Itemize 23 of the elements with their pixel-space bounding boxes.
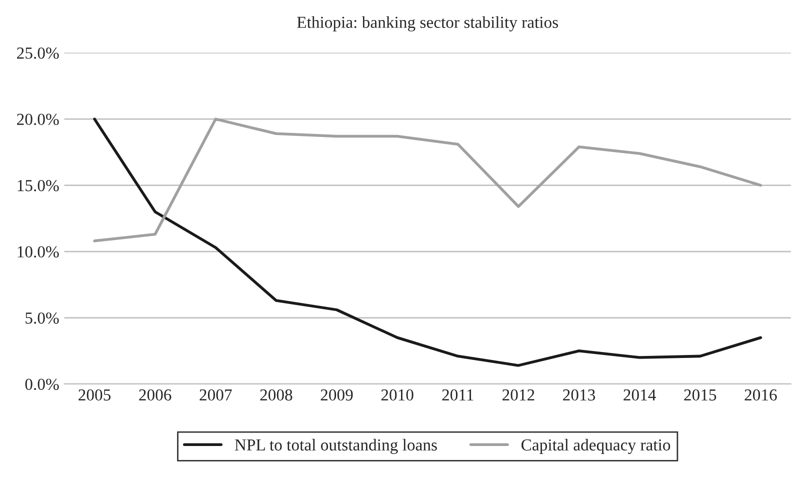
line-series <box>93 118 762 242</box>
line-series <box>93 118 762 367</box>
x-tick-label: 2014 <box>624 389 656 401</box>
y-tick-label: 25.0% <box>17 48 59 59</box>
x-tick-label: 2016 <box>744 389 777 401</box>
x-tick-label: 2010 <box>381 389 414 401</box>
x-tick-label: 2009 <box>320 389 353 401</box>
x-tick-label: 2013 <box>563 389 596 401</box>
legend-label: NPL to total outstanding loans <box>234 438 437 454</box>
chart-title: Ethiopia: banking sector stability ratios <box>297 16 558 32</box>
y-tick-label: 15.0% <box>18 180 59 192</box>
legend-label: Capital adequacy ratio <box>522 438 670 454</box>
x-tick-label: 2006 <box>139 389 172 401</box>
x-tick-label: 2007 <box>200 389 232 401</box>
x-tick-label: 2012 <box>502 389 534 401</box>
y-tick-label: 5.0% <box>26 312 59 324</box>
x-tick-label: 2008 <box>260 389 292 401</box>
y-tick-label: 10.0% <box>18 246 59 258</box>
x-tick-label: 2015 <box>684 389 716 401</box>
y-tick-label: 20.0% <box>17 114 59 126</box>
x-tick-label: 2005 <box>78 389 111 401</box>
y-tick-label: 0.0% <box>25 378 59 390</box>
x-tick-label: 2011 <box>442 389 474 401</box>
